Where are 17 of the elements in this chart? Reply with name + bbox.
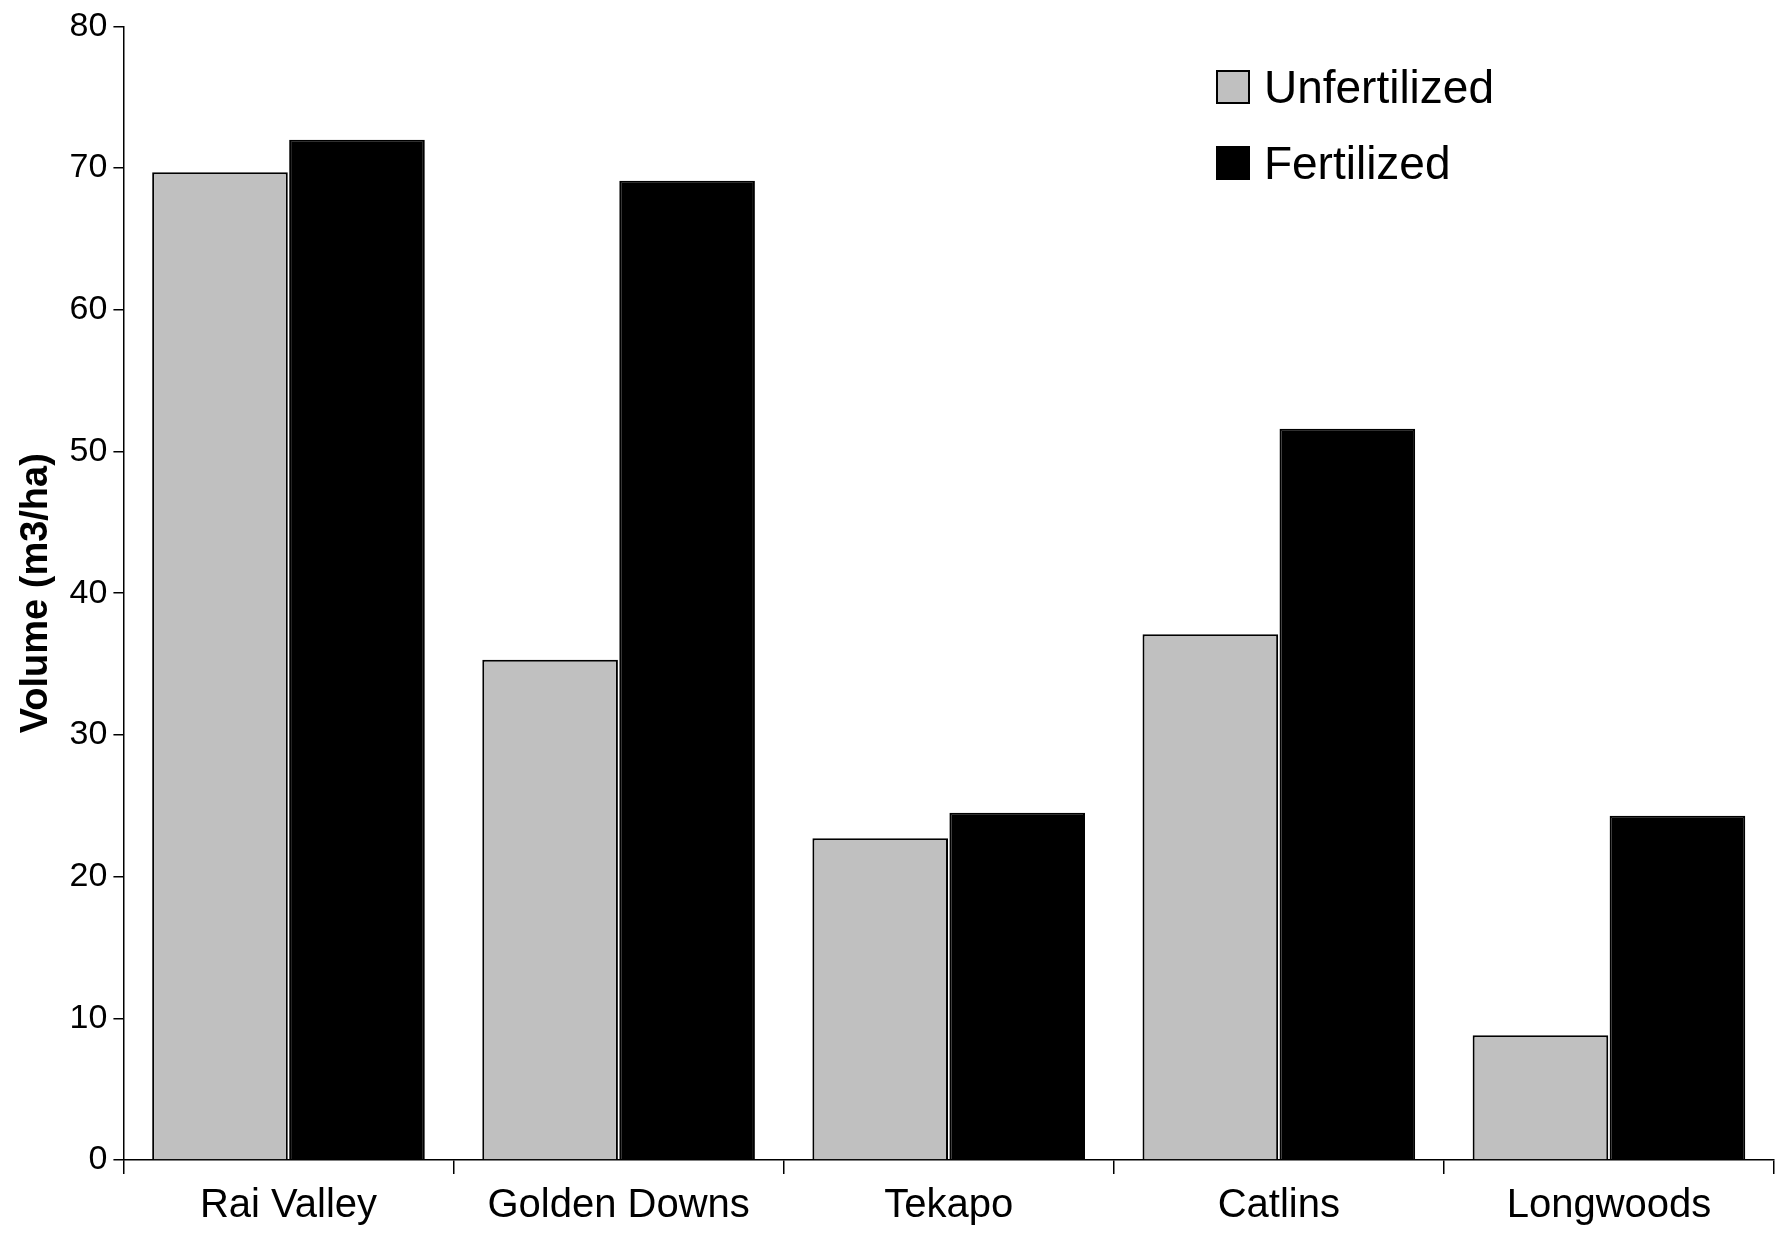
x-tick-label: Golden Downs — [487, 1181, 750, 1226]
x-tick-label: Longwoods — [1506, 1181, 1712, 1226]
y-tick-label: 80 — [69, 4, 108, 43]
legend-label: Unfertilized — [1263, 60, 1494, 114]
x-tick-label: Catlins — [1217, 1181, 1340, 1226]
y-tick-label: 10 — [69, 996, 108, 1035]
x-tick-label: Rai Valley — [199, 1181, 378, 1226]
y-tick-label: 0 — [88, 1138, 108, 1177]
legend-label: Fertilized — [1263, 136, 1451, 190]
y-axis-title: Volume (m3/ha) — [13, 453, 56, 734]
y-tick-label: 40 — [69, 571, 108, 610]
y-tick-label: 30 — [69, 713, 108, 752]
y-tick-label: 50 — [69, 429, 108, 468]
x-tick-label: Tekapo — [884, 1181, 1014, 1226]
y-tick-label: 60 — [69, 288, 108, 327]
y-tick-label: 70 — [69, 146, 108, 185]
y-tick-label: 20 — [69, 854, 108, 893]
